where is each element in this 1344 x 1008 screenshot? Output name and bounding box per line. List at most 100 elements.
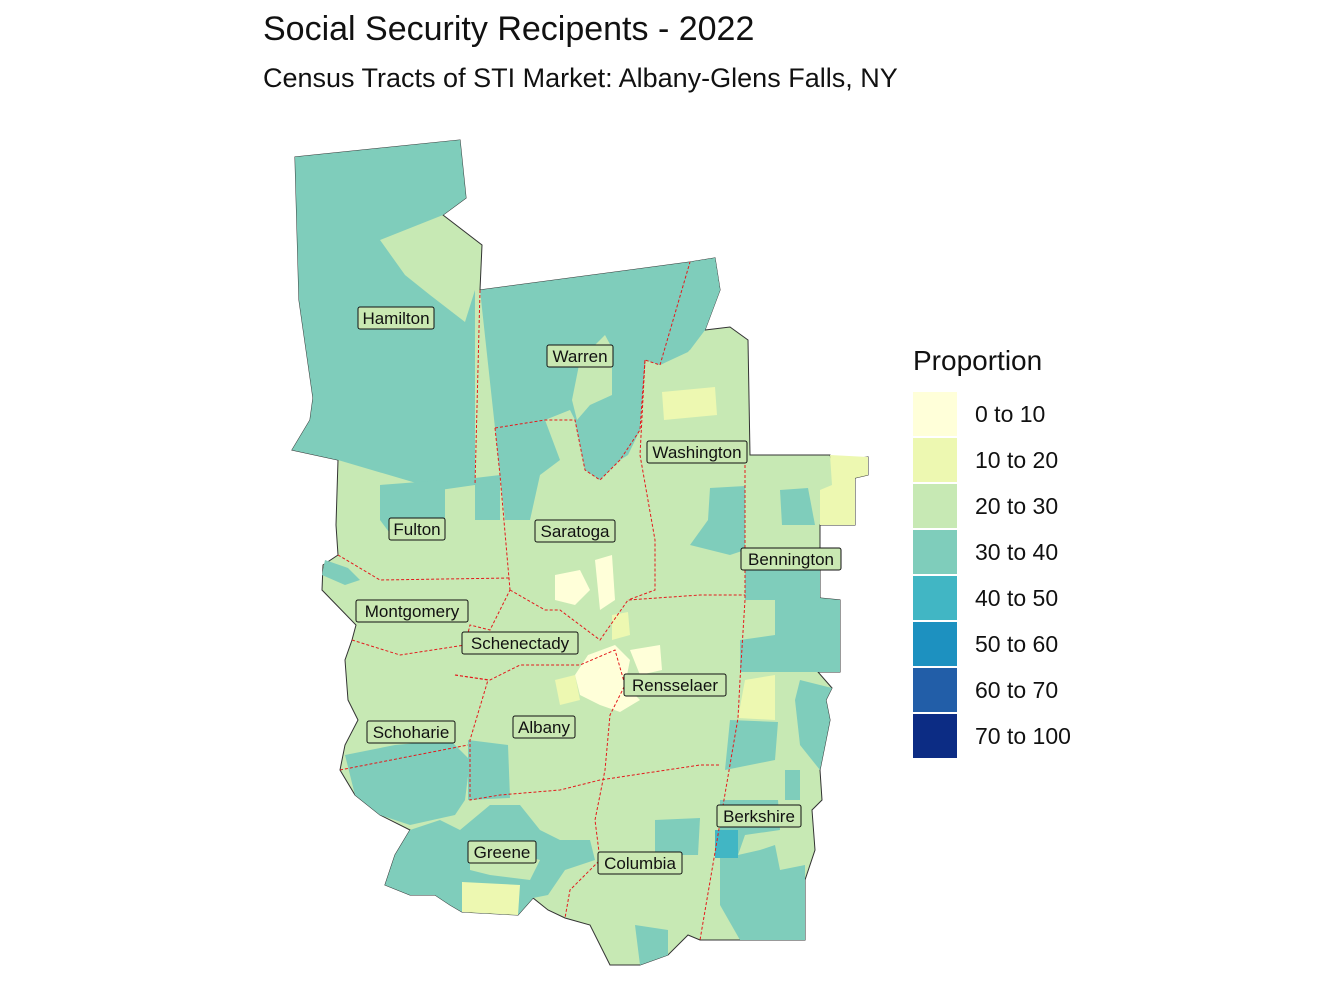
county-name: Bennington bbox=[748, 550, 834, 569]
legend-label: 70 to 100 bbox=[975, 722, 1071, 749]
county-border bbox=[494, 427, 511, 591]
county-label: Berkshire bbox=[716, 804, 802, 828]
county-labels: Hamilton Warren Washington Fulton Sarato… bbox=[355, 306, 842, 875]
label-box bbox=[740, 547, 842, 571]
tract bbox=[345, 740, 470, 825]
county-name: Hamilton bbox=[362, 309, 429, 328]
legend-swatch bbox=[913, 668, 957, 712]
legend-label: 60 to 70 bbox=[975, 676, 1059, 703]
tract bbox=[715, 830, 738, 858]
label-box bbox=[597, 851, 683, 875]
county-name: Fulton bbox=[393, 520, 440, 539]
label-box bbox=[623, 673, 727, 697]
tract bbox=[662, 387, 717, 420]
map-title: Social Security Recipents - 2022 bbox=[263, 10, 755, 48]
county-name: Schoharie bbox=[373, 723, 450, 742]
county-label: Greene bbox=[467, 840, 537, 864]
tract bbox=[655, 818, 700, 855]
tract bbox=[785, 770, 800, 800]
legend-item: 30 to 40 bbox=[913, 529, 1071, 575]
county-border bbox=[509, 589, 745, 641]
county-name: Columbia bbox=[604, 854, 676, 873]
county-name: Rensselaer bbox=[632, 676, 718, 695]
county-border bbox=[337, 554, 511, 581]
tract bbox=[725, 720, 778, 770]
county-label: Hamilton bbox=[357, 306, 435, 330]
label-box bbox=[467, 840, 537, 864]
county-label: Montgomery bbox=[355, 599, 469, 623]
tract bbox=[612, 612, 630, 640]
legend-swatch bbox=[913, 438, 957, 482]
legend-label: 40 to 50 bbox=[975, 584, 1059, 611]
legend-swatch bbox=[913, 622, 957, 666]
legend-item: 70 to 100 bbox=[913, 713, 1071, 759]
legend-label: 20 to 30 bbox=[975, 492, 1059, 519]
county-name: Washington bbox=[652, 443, 741, 462]
legend-swatch bbox=[913, 714, 957, 758]
label-box bbox=[355, 599, 469, 623]
legend-swatch bbox=[913, 530, 957, 574]
tract bbox=[795, 680, 832, 770]
county-border bbox=[454, 674, 720, 801]
tract bbox=[720, 800, 805, 940]
tract bbox=[820, 455, 868, 525]
county-name: Warren bbox=[552, 347, 607, 366]
county-name: Schenectady bbox=[471, 634, 570, 653]
label-box bbox=[388, 517, 446, 541]
tract bbox=[462, 882, 520, 915]
legend-item: 50 to 60 bbox=[913, 621, 1071, 667]
legend-swatch bbox=[913, 576, 957, 620]
county-label: Rensselaer bbox=[623, 673, 727, 697]
label-box bbox=[646, 440, 748, 464]
county-boundaries bbox=[337, 261, 746, 941]
tract bbox=[595, 555, 615, 610]
county-border bbox=[627, 359, 656, 601]
legend-item: 40 to 50 bbox=[913, 575, 1071, 621]
legend-item: 60 to 70 bbox=[913, 667, 1071, 713]
county-name: Albany bbox=[518, 718, 570, 737]
tract bbox=[555, 675, 580, 705]
tract bbox=[740, 565, 840, 672]
legend-swatch bbox=[913, 484, 957, 528]
tract bbox=[690, 486, 745, 555]
legend-item: 0 to 10 bbox=[913, 391, 1071, 437]
legend-swatch bbox=[913, 392, 957, 436]
tract bbox=[648, 258, 720, 365]
county-label: Schoharie bbox=[366, 720, 456, 744]
county-name: Greene bbox=[474, 843, 531, 862]
legend-label: 30 to 40 bbox=[975, 538, 1059, 565]
tract bbox=[495, 420, 560, 520]
legend-items: 0 to 10 10 to 20 20 to 30 30 to 40 40 to… bbox=[913, 391, 1071, 759]
tract bbox=[475, 475, 500, 520]
label-box bbox=[512, 715, 576, 739]
label-box bbox=[546, 344, 614, 368]
legend-item: 10 to 20 bbox=[913, 437, 1071, 483]
county-label: Washington bbox=[646, 440, 748, 464]
label-box bbox=[534, 519, 616, 543]
legend-label: 0 to 10 bbox=[975, 400, 1046, 427]
county-label: Fulton bbox=[388, 517, 446, 541]
county-border bbox=[339, 744, 469, 771]
map-subtitle: Census Tracts of STI Market: Albany-Glen… bbox=[263, 63, 898, 93]
tract bbox=[468, 740, 510, 800]
legend: Proportion 0 to 10 10 to 20 20 to 30 30 … bbox=[913, 345, 1071, 759]
county-border bbox=[494, 261, 691, 481]
county-border bbox=[454, 649, 626, 919]
legend-label: 50 to 60 bbox=[975, 630, 1059, 657]
county-label: Columbia bbox=[597, 851, 683, 875]
tract bbox=[635, 925, 668, 965]
label-box bbox=[461, 631, 579, 655]
legend-label: 10 to 20 bbox=[975, 446, 1059, 473]
tract-layer bbox=[291, 139, 869, 966]
county-label: Schenectady bbox=[461, 631, 579, 655]
county-name: Saratoga bbox=[541, 522, 611, 541]
county-label: Bennington bbox=[740, 547, 842, 571]
county-label: Warren bbox=[546, 344, 614, 368]
county-label: Albany bbox=[512, 715, 576, 739]
county-label: Saratoga bbox=[534, 519, 616, 543]
tract bbox=[322, 560, 360, 585]
label-box bbox=[357, 306, 435, 330]
county-name: Berkshire bbox=[723, 807, 795, 826]
tract bbox=[555, 570, 590, 605]
